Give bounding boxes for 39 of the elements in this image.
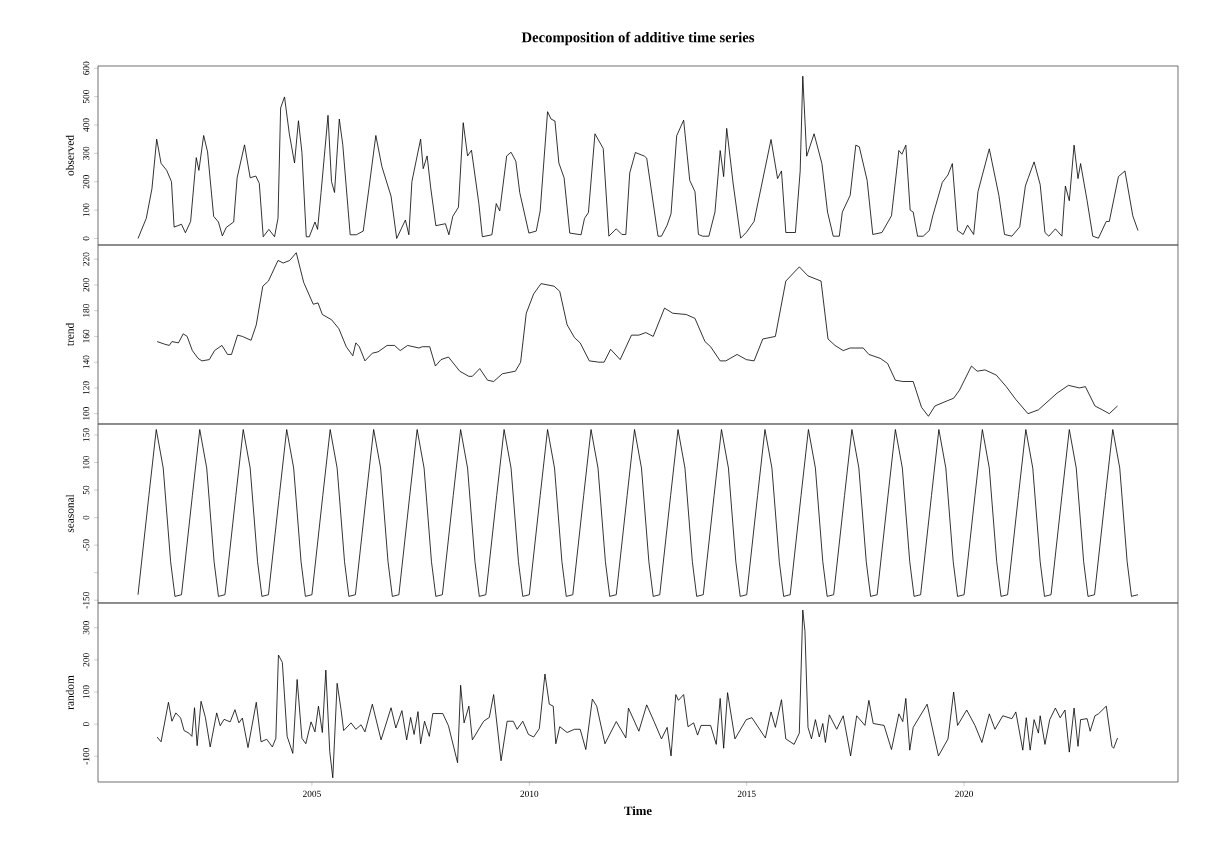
y-tick-label: 180 [83,304,90,317]
y-tick-label: 0 [83,722,90,727]
y-axis-title: seasonal [65,494,74,533]
y-tick-label: 600 [83,61,90,75]
y-tick-label: 100 [83,455,90,469]
y-tick-label: 200 [83,653,90,667]
y-tick-label: 200 [83,278,90,292]
y-tick-label: 400 [83,118,90,132]
y-tick-label: 500 [83,89,90,104]
y-tick-label: 300 [83,146,90,160]
y-tick-label: 200 [83,175,90,189]
y-tick-label: -50 [83,539,90,552]
y-axis-title: observed [65,135,74,176]
x-tick-label: 2015 [737,790,756,797]
x-tick-label: 2010 [520,790,539,797]
x-tick-label: 2020 [955,790,974,797]
y-tick-label: 100 [83,203,90,217]
y-tick-label: 160 [83,329,90,343]
x-tick-label: 2005 [303,790,321,797]
x-axis-title: Time [624,806,652,816]
y-tick-label: 100 [83,407,90,420]
chart-title: Decomposition of additive time series [521,31,755,46]
line-series [137,75,1139,239]
y-axis-title: random [65,675,74,710]
y-tick-label: 50 [83,485,90,495]
line-series [156,609,1118,779]
y-tick-label: -150 [83,592,90,609]
line-series [156,252,1118,417]
y-tick-label: 150 [83,428,90,442]
y-tick-label: 120 [83,381,90,395]
y-tick-label: 0 [83,515,90,520]
y-axis-title: trend [65,322,74,347]
y-tick-label: 220 [83,252,90,266]
y-tick-label: 0 [83,236,90,241]
y-tick-label: 300 [83,621,90,635]
line-series [137,429,1139,597]
y-tick-label: 100 [83,685,90,699]
y-tick-label: -100 [83,748,90,765]
y-tick-label: 140 [83,355,90,369]
